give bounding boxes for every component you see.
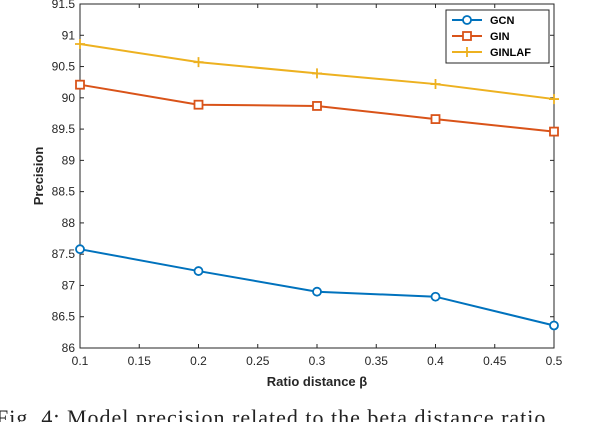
figure-caption: Fig. 4: Model precision related to the b… — [0, 404, 594, 422]
legend-label: GINLAF — [490, 47, 531, 59]
data-point-ginlaf — [430, 79, 441, 90]
caption-text: Fig. 4: Model precision related to the b… — [0, 405, 547, 422]
x-tick-label: 0.35 — [365, 354, 389, 368]
y-tick-label: 87 — [62, 278, 76, 292]
legend-entry-gin: GIN — [452, 31, 510, 43]
data-point-gcn — [430, 291, 441, 302]
x-tick-label: 0.45 — [483, 354, 507, 368]
series-ginlaf — [75, 39, 559, 105]
x-tick-label: 0.4 — [427, 354, 444, 368]
y-tick-label: 86 — [62, 341, 76, 355]
data-point-ginlaf — [549, 94, 559, 105]
y-tick-label: 89.5 — [52, 122, 76, 136]
line-chart: 0.1 0.15 0.2 0.25 0.3 0.35 0.4 0.45 0.5 86 86.5 87… — [31, 0, 563, 389]
x-axis-title: Ratio distance β — [267, 374, 367, 389]
series-gcn — [75, 244, 559, 331]
data-point-gcn — [193, 266, 204, 276]
data-point-gin — [193, 99, 204, 110]
x-tick-label: 0.2 — [190, 354, 207, 368]
data-point-gin — [312, 101, 322, 111]
series-gin — [75, 79, 559, 137]
legend-entry-ginlaf: GINLAF — [452, 47, 531, 59]
data-point-gcn — [549, 320, 559, 331]
data-point-gcn — [75, 244, 85, 255]
y-tick-label: 90 — [62, 91, 76, 105]
y-tick-label: 86.5 — [52, 310, 76, 324]
y-tick-label: 88.5 — [52, 185, 76, 199]
x-tick-label: 0.1 — [72, 354, 89, 368]
data-point-gin — [549, 126, 559, 137]
y-axis-title: Precision — [31, 147, 46, 206]
x-axis-ticks: 0.1 0.15 0.2 0.25 0.3 0.35 0.4 0.45 0.5 — [72, 4, 563, 368]
y-axis-ticks: 86 86.5 87 87.5 88 88.5 89 89.5 90 90.5 91 91.5 — [52, 0, 554, 355]
series-layer — [75, 39, 559, 331]
legend: GCN GIN GINLAF — [445, 9, 550, 64]
data-point-gin — [430, 114, 441, 124]
legend-marker — [462, 15, 472, 25]
data-point-gcn — [312, 286, 322, 297]
data-point-gin — [75, 79, 85, 90]
y-tick-label: 87.5 — [52, 247, 76, 261]
data-point-ginlaf — [75, 39, 85, 50]
y-tick-label: 91.5 — [52, 0, 76, 11]
x-tick-label: 0.3 — [309, 354, 326, 368]
x-tick-label: 0.5 — [546, 354, 563, 368]
y-tick-label: 91 — [62, 28, 76, 42]
legend-label: GIN — [490, 31, 510, 43]
y-tick-label: 90.5 — [52, 60, 76, 74]
legend-marker — [462, 47, 472, 57]
data-point-ginlaf — [312, 68, 322, 79]
y-tick-label: 88 — [62, 216, 76, 230]
data-point-ginlaf — [193, 57, 204, 68]
legend-entry-gcn: GCN — [452, 15, 515, 27]
legend-marker — [462, 31, 472, 41]
y-tick-label: 89 — [62, 153, 76, 167]
x-tick-label: 0.15 — [128, 354, 152, 368]
x-tick-label: 0.25 — [246, 354, 270, 368]
legend-label: GCN — [490, 15, 515, 27]
